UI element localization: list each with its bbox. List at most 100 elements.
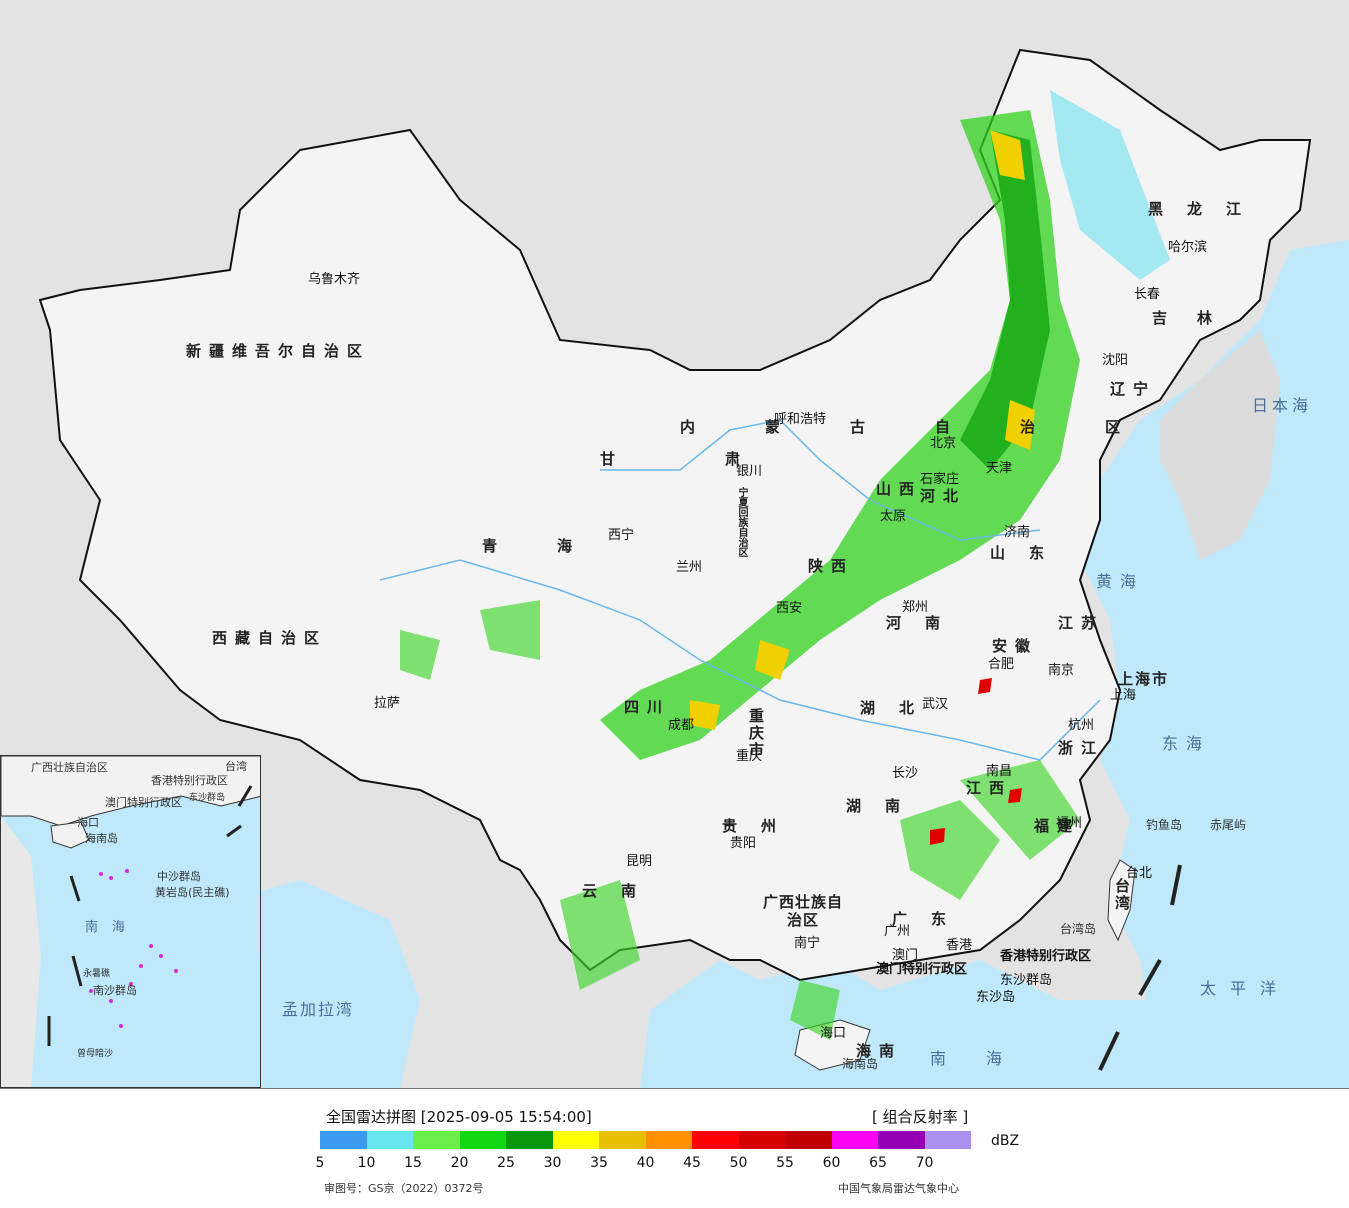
province-label-jiangxi: 江西 [966, 779, 1013, 797]
legend-title: 全国雷达拼图 [2025-09-05 15:54:00] [326, 1108, 592, 1126]
inset-land [1, 756, 260, 827]
colorbar-swatch [599, 1131, 646, 1149]
colorbar-tick-label: 20 [450, 1155, 469, 1171]
region-label: 澳门特别行政区 [876, 962, 968, 977]
city-label: 澳门 [892, 948, 919, 963]
colorbar-swatch [924, 1131, 971, 1149]
city-label: 拉萨 [374, 696, 401, 711]
city-label: 石家庄 [920, 472, 960, 487]
city-label: 昆明 [626, 854, 653, 869]
colorbar-swatch [413, 1131, 460, 1149]
province-label-jiangsu: 江苏 [1058, 614, 1105, 632]
province-label-jilin: 吉林 [1152, 309, 1243, 327]
city-label: 哈尔滨 [1168, 240, 1208, 255]
colorbar-tick-label: 30 [543, 1155, 562, 1171]
region-label: 台湾岛 [1060, 922, 1097, 936]
city-label: 南京 [1048, 663, 1075, 678]
east-sea-area [1080, 240, 1349, 1088]
radar-echo-light [1050, 90, 1170, 280]
province-label-zhejiang: 浙江 [1058, 739, 1105, 757]
province-label-shanxi: 山西 [876, 480, 923, 498]
nine-dash-line [1098, 864, 1182, 1071]
province-label-liaoning: 辽宁 [1110, 380, 1157, 398]
product-label: [ 组合反射率 ] [872, 1108, 969, 1126]
colorbar-swatch [738, 1131, 785, 1149]
colorbar-tick-label: 40 [636, 1155, 655, 1171]
city-label: 成都 [668, 718, 695, 733]
province-label-heilongjiang: 黑龙江 [1148, 200, 1266, 218]
unit-label: dBZ [990, 1133, 1020, 1149]
colorbar-tick-label: 60 [822, 1155, 841, 1171]
inset-label: 广西壮族自治区 [31, 761, 108, 774]
colorbar-swatch [878, 1131, 925, 1149]
province-label-gansu: 甘肃 [600, 450, 851, 468]
inset-islands [89, 869, 178, 1028]
city-label: 台北 [1126, 866, 1153, 881]
sea-label: 东海 [1162, 734, 1211, 753]
inset-label: 香港特别行政区 [151, 774, 228, 787]
inset-label: 曾母暗沙 [77, 1049, 114, 1059]
city-label: 乌鲁木齐 [308, 272, 361, 287]
province-label-guangdong: 广东 [892, 910, 971, 928]
colorbar-tick-label: 35 [590, 1155, 608, 1171]
inset-canvas [1, 756, 260, 1087]
province-label-shaanxi: 陕西 [808, 557, 855, 575]
city-label: 沈阳 [1102, 353, 1129, 368]
region-label: 东沙岛 [976, 990, 1016, 1005]
korea-japan-land [1160, 330, 1280, 560]
inset-label: 海南岛 [85, 832, 118, 845]
city-label: 海口 [820, 1026, 847, 1041]
city-label: 广州 [884, 924, 911, 939]
credit-label: 中国气象局雷达气象中心 [838, 1182, 959, 1195]
inset-label: 澳门特别行政区 [105, 796, 182, 809]
dbz-colorbar [320, 1131, 971, 1149]
inset-label: 永暑礁 [83, 969, 111, 979]
inset-label: 中沙群岛 [157, 870, 201, 883]
inset-hainan [50, 821, 90, 849]
province-label-yunnan: 云南 [582, 882, 661, 900]
review-number: 审图号：GS京（2022）0372号 [324, 1182, 484, 1195]
city-label: 香港 [946, 938, 973, 953]
city-label: 北京 [930, 436, 957, 451]
province-label-xinjiang: 新疆维吾尔自治区 [186, 342, 371, 360]
city-label: 长春 [1134, 287, 1161, 302]
region-label: 海南岛 [842, 1057, 879, 1071]
province-label-shandong: 山东 [990, 544, 1069, 562]
city-label: 西安 [776, 601, 803, 616]
colorbar-swatch [692, 1131, 739, 1149]
sea-label: 日本海 [1252, 396, 1313, 415]
sea-label: 太平洋 [1200, 979, 1291, 998]
inset-label: 东沙群岛 [189, 793, 226, 803]
colorbar-tick-label: 50 [729, 1155, 748, 1171]
sea-label: 南海 [930, 1049, 1043, 1068]
river [600, 419, 1041, 541]
radar-map: 新疆维吾尔自治区 西藏自治区 青海 甘肃 内蒙古自治区 黑龙江 吉林 辽宁 山东… [0, 0, 1349, 1089]
taiwan-island [1107, 859, 1136, 942]
colorbar-tick-label: 10 [357, 1155, 376, 1171]
city-label: 郑州 [902, 600, 929, 615]
colorbar-tick-label: 45 [683, 1155, 701, 1171]
colorbar-swatch [320, 1131, 367, 1149]
city-label: 银川 [736, 464, 763, 479]
province-label-guangxi: 广西壮族自治区 [762, 893, 843, 929]
radar-echo-south [400, 600, 1080, 1040]
colorbar-swatch [459, 1131, 506, 1149]
city-label: 兰州 [676, 560, 703, 575]
city-label: 西宁 [608, 528, 635, 543]
inset-label: 黄岩岛(民主礁) [155, 886, 230, 899]
colorbar-swatch [785, 1131, 832, 1149]
city-label: 南昌 [986, 764, 1013, 779]
province-label-qinghai: 青海 [482, 537, 633, 555]
province-label-hunan: 湖南 [846, 797, 925, 815]
city-label: 杭州 [1068, 718, 1095, 733]
inset-label: 南沙群岛 [93, 984, 137, 997]
province-label-hebei: 河北 [920, 487, 967, 505]
sea-label: 黄海 [1096, 572, 1145, 591]
south-sea-area [640, 960, 1160, 1088]
province-label-henan: 河南 [886, 614, 965, 632]
city-label: 太原 [880, 509, 907, 524]
province-label-hubei: 湖北 [860, 699, 939, 717]
colorbar-swatch [506, 1131, 553, 1149]
region-label: 赤尾屿 [1210, 818, 1247, 832]
region-label: 东沙群岛 [1000, 973, 1053, 988]
